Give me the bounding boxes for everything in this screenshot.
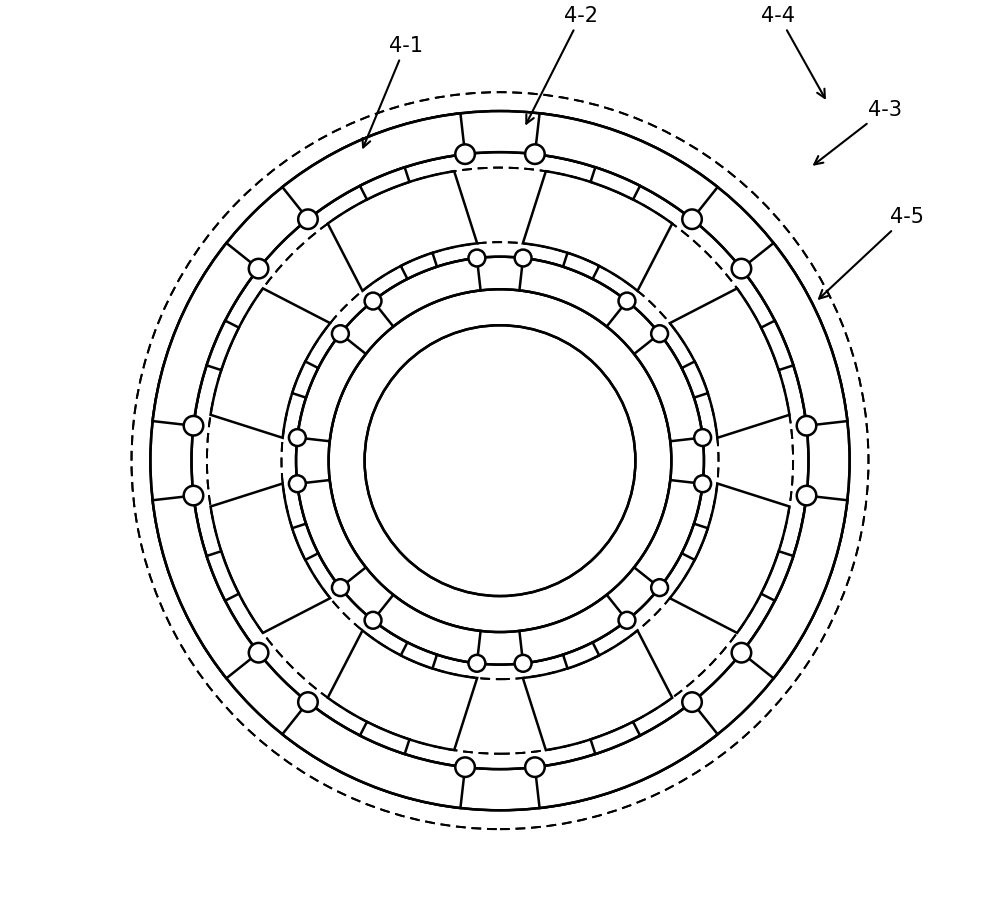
Circle shape — [694, 430, 711, 447]
Polygon shape — [535, 702, 718, 808]
Circle shape — [651, 580, 668, 596]
Circle shape — [694, 476, 711, 493]
Polygon shape — [297, 335, 366, 442]
Circle shape — [732, 259, 751, 279]
Circle shape — [525, 145, 545, 165]
Polygon shape — [282, 702, 465, 808]
Circle shape — [332, 580, 349, 596]
Polygon shape — [207, 322, 239, 370]
Polygon shape — [328, 630, 477, 750]
Circle shape — [682, 210, 702, 230]
Circle shape — [249, 643, 268, 663]
Polygon shape — [523, 172, 672, 291]
Polygon shape — [297, 481, 366, 588]
Polygon shape — [282, 114, 465, 220]
Circle shape — [184, 416, 203, 436]
Polygon shape — [670, 289, 789, 438]
Polygon shape — [360, 722, 409, 754]
Text: 4-5: 4-5 — [819, 207, 924, 300]
Circle shape — [619, 612, 635, 629]
Circle shape — [184, 486, 203, 505]
Polygon shape — [401, 254, 437, 279]
Polygon shape — [761, 322, 793, 370]
Polygon shape — [292, 524, 318, 561]
Polygon shape — [401, 642, 437, 669]
Circle shape — [468, 250, 485, 267]
Circle shape — [289, 430, 306, 447]
Polygon shape — [207, 551, 239, 601]
Polygon shape — [682, 524, 708, 561]
Polygon shape — [761, 551, 793, 601]
Polygon shape — [373, 596, 481, 664]
Circle shape — [797, 416, 816, 436]
Circle shape — [515, 655, 532, 672]
Polygon shape — [634, 335, 703, 442]
Polygon shape — [563, 254, 599, 279]
Polygon shape — [535, 114, 718, 220]
Circle shape — [455, 145, 475, 165]
Polygon shape — [373, 259, 481, 327]
Circle shape — [468, 655, 485, 672]
Polygon shape — [211, 484, 330, 633]
Circle shape — [619, 293, 635, 310]
Circle shape — [732, 643, 751, 663]
Polygon shape — [634, 481, 703, 588]
Polygon shape — [519, 259, 627, 327]
Polygon shape — [591, 722, 640, 754]
Polygon shape — [292, 362, 318, 398]
Text: 4-2: 4-2 — [526, 6, 598, 124]
Text: 4-4: 4-4 — [761, 6, 825, 99]
Polygon shape — [153, 496, 259, 678]
Polygon shape — [741, 244, 847, 426]
Polygon shape — [682, 362, 708, 398]
Polygon shape — [360, 168, 409, 200]
Circle shape — [298, 693, 318, 712]
Polygon shape — [153, 244, 259, 426]
Circle shape — [651, 326, 668, 343]
Polygon shape — [591, 168, 640, 200]
Circle shape — [525, 757, 545, 777]
Circle shape — [332, 326, 349, 343]
Polygon shape — [523, 630, 672, 750]
Polygon shape — [563, 642, 599, 669]
Circle shape — [797, 486, 816, 505]
Circle shape — [455, 757, 475, 777]
Polygon shape — [670, 484, 789, 633]
Text: 4-1: 4-1 — [362, 36, 423, 148]
Circle shape — [298, 210, 318, 230]
Circle shape — [365, 612, 381, 629]
Circle shape — [249, 259, 268, 279]
Circle shape — [365, 293, 381, 310]
Circle shape — [289, 476, 306, 493]
Polygon shape — [211, 289, 330, 438]
Circle shape — [682, 693, 702, 712]
Circle shape — [515, 250, 532, 267]
Polygon shape — [741, 496, 847, 678]
Polygon shape — [519, 596, 627, 664]
Text: 4-3: 4-3 — [814, 100, 902, 165]
Polygon shape — [328, 172, 477, 291]
